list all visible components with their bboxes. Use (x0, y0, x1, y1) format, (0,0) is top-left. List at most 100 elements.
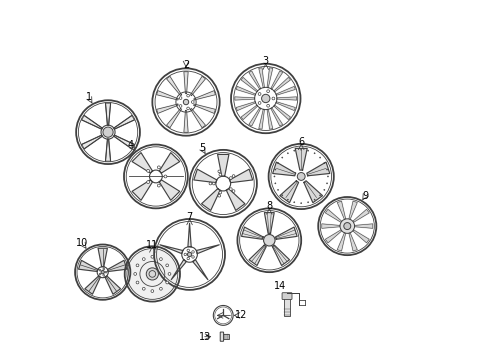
Circle shape (99, 269, 101, 271)
Text: 11: 11 (146, 239, 158, 249)
Polygon shape (193, 169, 216, 183)
Circle shape (187, 252, 191, 257)
Polygon shape (81, 116, 102, 129)
Circle shape (258, 93, 261, 95)
Circle shape (293, 202, 294, 203)
Polygon shape (132, 180, 152, 200)
Text: 10: 10 (76, 238, 88, 248)
Circle shape (281, 157, 283, 158)
Circle shape (319, 157, 320, 158)
Polygon shape (193, 104, 215, 113)
Circle shape (277, 189, 278, 190)
Text: 1: 1 (85, 92, 91, 102)
Circle shape (300, 149, 301, 150)
Polygon shape (275, 86, 295, 95)
Circle shape (219, 191, 221, 194)
Polygon shape (325, 230, 341, 243)
Polygon shape (81, 135, 102, 149)
Circle shape (186, 257, 189, 260)
Circle shape (261, 94, 269, 103)
Circle shape (191, 256, 194, 258)
Circle shape (286, 153, 288, 154)
Circle shape (212, 182, 215, 185)
Polygon shape (105, 103, 110, 125)
Circle shape (274, 169, 275, 170)
Text: 3: 3 (262, 56, 268, 66)
Polygon shape (234, 97, 254, 100)
Text: 8: 8 (265, 201, 272, 211)
Polygon shape (192, 260, 207, 280)
Circle shape (229, 177, 232, 179)
Circle shape (157, 184, 160, 187)
Polygon shape (132, 153, 152, 173)
Circle shape (266, 104, 269, 107)
FancyBboxPatch shape (220, 332, 223, 341)
Bar (223, 334, 229, 339)
Circle shape (179, 97, 182, 99)
Polygon shape (196, 245, 219, 253)
Polygon shape (241, 227, 263, 239)
Polygon shape (258, 109, 264, 129)
Circle shape (232, 175, 234, 177)
Polygon shape (193, 91, 215, 100)
Circle shape (102, 274, 104, 276)
Polygon shape (352, 209, 368, 222)
Circle shape (281, 195, 283, 196)
Circle shape (142, 287, 145, 290)
Circle shape (165, 281, 168, 284)
Text: 9: 9 (361, 191, 367, 201)
Circle shape (266, 90, 269, 93)
Circle shape (300, 203, 301, 204)
Circle shape (326, 169, 327, 170)
Polygon shape (156, 104, 178, 113)
Polygon shape (190, 108, 205, 128)
Polygon shape (348, 233, 357, 251)
Circle shape (183, 253, 186, 256)
Circle shape (102, 268, 104, 270)
Polygon shape (306, 162, 329, 176)
Circle shape (134, 273, 136, 275)
FancyBboxPatch shape (282, 293, 291, 300)
Circle shape (127, 248, 178, 300)
Polygon shape (85, 276, 100, 294)
Circle shape (313, 153, 315, 154)
Circle shape (105, 271, 107, 273)
Circle shape (273, 176, 274, 177)
Circle shape (343, 222, 350, 230)
Circle shape (186, 249, 189, 252)
Polygon shape (114, 135, 134, 149)
Circle shape (151, 255, 153, 258)
Polygon shape (248, 245, 265, 265)
Circle shape (159, 258, 162, 261)
Circle shape (271, 97, 274, 100)
Circle shape (274, 183, 275, 184)
Circle shape (277, 162, 278, 164)
Polygon shape (107, 260, 126, 271)
Polygon shape (272, 245, 289, 265)
Polygon shape (159, 180, 179, 200)
Circle shape (151, 290, 153, 292)
Polygon shape (270, 71, 282, 89)
Polygon shape (226, 189, 244, 210)
Text: 12: 12 (234, 310, 246, 320)
Circle shape (136, 281, 139, 284)
Polygon shape (266, 68, 272, 87)
Circle shape (326, 183, 327, 184)
Polygon shape (183, 72, 188, 94)
Polygon shape (266, 109, 272, 129)
Circle shape (157, 166, 160, 169)
Circle shape (186, 107, 189, 110)
Polygon shape (337, 233, 345, 251)
Polygon shape (98, 248, 107, 267)
Circle shape (146, 268, 158, 280)
Polygon shape (183, 111, 188, 132)
Circle shape (165, 264, 168, 267)
Polygon shape (273, 105, 290, 120)
Text: 14: 14 (273, 281, 285, 291)
Bar (284, 297, 289, 316)
Text: 5: 5 (199, 143, 204, 153)
Polygon shape (354, 224, 372, 228)
Circle shape (218, 170, 220, 173)
Polygon shape (171, 260, 186, 280)
Polygon shape (295, 148, 306, 170)
